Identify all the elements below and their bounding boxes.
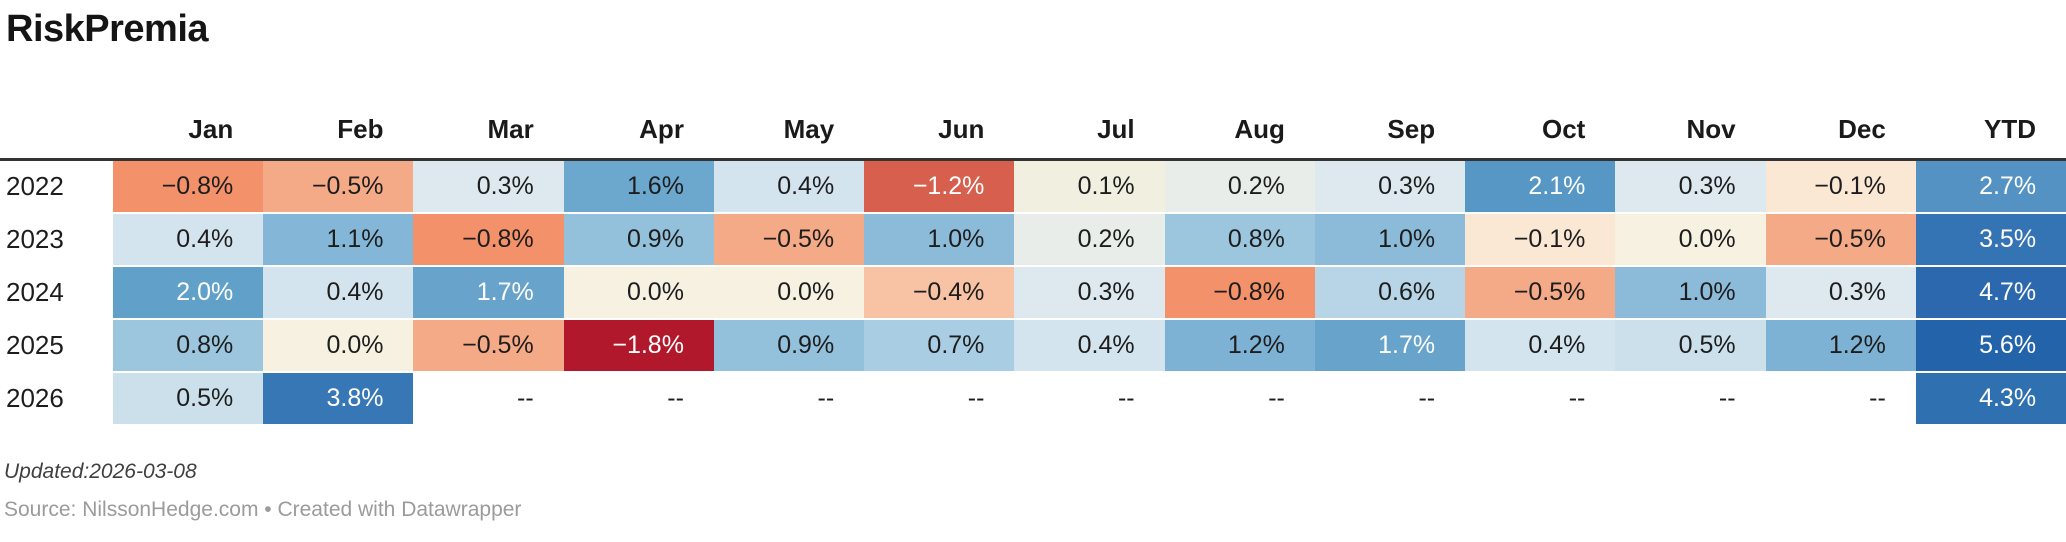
heatmap-cell-2025-sep: 1.7%	[1314, 320, 1466, 371]
column-header-jun: Jun	[938, 114, 985, 144]
heatmap-cell-2023-apr: 0.9%	[563, 214, 714, 265]
column-header-sep: Sep	[1387, 114, 1436, 144]
heatmap-cell-2025-jan: 0.8%	[113, 320, 264, 371]
heatmap-cell-2022-ytd: 2.7%	[1915, 161, 2066, 212]
heatmap-cell-2022-nov: 0.3%	[1615, 161, 1766, 212]
heatmap-cell-2023-jan: 0.4%	[113, 214, 264, 265]
column-header-may: May	[783, 114, 835, 144]
column-header-dec: Dec	[1838, 114, 1886, 144]
heatmap-cell-2026-apr: --	[563, 373, 714, 424]
heatmap-cell-2022-jun: −1.2%	[864, 161, 1015, 212]
column-header-aug: Aug	[1234, 114, 1285, 144]
heatmap-cell-2024-dec: 0.3%	[1765, 267, 1916, 318]
heatmap-cell-2025-jul: 0.4%	[1014, 320, 1165, 371]
table-header-row: Jan Feb Mar Apr May Jun Jul Aug Sep Oct Nov Dec YTD	[0, 101, 2066, 161]
heatmap-cell-2026-jun: --	[864, 373, 1015, 424]
heatmap-cell-2022-sep: 0.3%	[1314, 161, 1466, 212]
heatmap-cell-2026-mar: --	[413, 373, 564, 424]
heatmap-cell-2024-may: 0.0%	[713, 267, 865, 318]
table-row-2023: 2023 0.4% 1.1% −0.8% 0.9% −0.5% 1.0% 0.2% 0.8% 1.…	[0, 214, 2066, 267]
heatmap-cell-2024-apr: 0.0%	[563, 267, 714, 318]
row-label-2025: 2025	[0, 320, 113, 371]
heatmap-cell-2025-may: 0.9%	[713, 320, 865, 371]
heatmap-cell-2024-oct: −0.5%	[1465, 267, 1616, 318]
row-label-2022: 2022	[0, 161, 113, 212]
heatmap-cell-2025-jun: 0.7%	[864, 320, 1015, 371]
heatmap-cell-2025-dec: 1.2%	[1765, 320, 1916, 371]
heatmap-cell-2025-aug: 1.2%	[1164, 320, 1315, 371]
table-row-2025: 2025 0.8% 0.0% −0.5% −1.8% 0.9% 0.7% 0.4% 1.2% 1.…	[0, 320, 2066, 373]
heatmap-cell-2024-jul: 0.3%	[1014, 267, 1165, 318]
column-header-mar: Mar	[487, 114, 534, 144]
table-body: 2022 −0.8% −0.5% 0.3% 1.6% 0.4% −1.2% 0.1% 0.2% 0…	[0, 161, 2066, 426]
heatmap-cell-2025-nov: 0.5%	[1615, 320, 1766, 371]
table-row-2026: 2026 0.5% 3.8% -- -- -- -- -- -- -- -- -- -- 4.3%	[0, 373, 2066, 426]
heatmap-cell-2023-jun: 1.0%	[864, 214, 1015, 265]
column-header-apr: Apr	[639, 114, 684, 144]
row-label-2023: 2023	[0, 214, 113, 265]
heatmap-cell-2022-feb: −0.5%	[263, 161, 414, 212]
row-label-2024: 2024	[0, 267, 113, 318]
column-header-feb: Feb	[337, 114, 384, 144]
heatmap-cell-2026-nov: --	[1615, 373, 1766, 424]
table-row-2022: 2022 −0.8% −0.5% 0.3% 1.6% 0.4% −1.2% 0.1% 0.2% 0…	[0, 161, 2066, 214]
heatmap-cell-2024-jan: 2.0%	[113, 267, 264, 318]
heatmap-cell-2023-dec: −0.5%	[1765, 214, 1916, 265]
heatmap-cell-2023-sep: 1.0%	[1314, 214, 1466, 265]
heatmap-cell-2024-mar: 1.7%	[413, 267, 564, 318]
heatmap-cell-2022-oct: 2.1%	[1465, 161, 1616, 212]
heatmap-table: Jan Feb Mar Apr May Jun Jul Aug Sep Oct Nov Dec YTD …	[0, 101, 2066, 426]
heatmap-cell-2026-jan: 0.5%	[113, 373, 264, 424]
heatmap-cell-2023-feb: 1.1%	[263, 214, 414, 265]
heatmap-cell-2024-sep: 0.6%	[1314, 267, 1466, 318]
column-header-oct: Oct	[1542, 114, 1586, 144]
heatmap-cell-2026-may: --	[713, 373, 865, 424]
heatmap-cell-2026-ytd: 4.3%	[1915, 373, 2066, 424]
heatmap-cell-2025-mar: −0.5%	[413, 320, 564, 371]
row-label-2026: 2026	[0, 373, 113, 424]
heatmap-cell-2024-ytd: 4.7%	[1915, 267, 2066, 318]
table-row-2024: 2024 2.0% 0.4% 1.7% 0.0% 0.0% −0.4% 0.3% −0.8% 0.…	[0, 267, 2066, 320]
riskpremia-chart: RiskPremia Jan Feb Mar Apr May Jun Jul Aug Sep Oc…	[0, 8, 2066, 542]
heatmap-cell-2024-jun: −0.4%	[864, 267, 1015, 318]
heatmap-cell-2022-apr: 1.6%	[563, 161, 714, 212]
heatmap-cell-2022-jul: 0.1%	[1014, 161, 1165, 212]
column-header-nov: Nov	[1686, 114, 1736, 144]
updated-note: Updated:2026-03-08	[4, 460, 197, 483]
heatmap-cell-2026-dec: --	[1765, 373, 1916, 424]
heatmap-cell-2024-aug: −0.8%	[1164, 267, 1315, 318]
heatmap-cell-2023-nov: 0.0%	[1615, 214, 1766, 265]
heatmap-cell-2025-oct: 0.4%	[1465, 320, 1616, 371]
column-header-ytd: YTD	[1984, 114, 2037, 144]
heatmap-cell-2022-jan: −0.8%	[113, 161, 264, 212]
column-header-jan: Jan	[188, 114, 234, 144]
heatmap-cell-2026-sep: --	[1314, 373, 1466, 424]
heatmap-cell-2023-may: −0.5%	[713, 214, 865, 265]
heatmap-cell-2022-mar: 0.3%	[413, 161, 564, 212]
heatmap-cell-2022-dec: −0.1%	[1765, 161, 1916, 212]
heatmap-cell-2025-feb: 0.0%	[263, 320, 414, 371]
column-header-jul: Jul	[1097, 114, 1135, 144]
heatmap-cell-2026-oct: --	[1465, 373, 1616, 424]
heatmap-cell-2024-feb: 0.4%	[263, 267, 414, 318]
heatmap-cell-2023-mar: −0.8%	[413, 214, 564, 265]
heatmap-cell-2024-nov: 1.0%	[1615, 267, 1766, 318]
heatmap-cell-2025-ytd: 5.6%	[1915, 320, 2066, 371]
heatmap-cell-2022-may: 0.4%	[713, 161, 865, 212]
page-title: RiskPremia	[6, 8, 209, 50]
source-line: Source: NilssonHedge.com • Created with …	[4, 498, 522, 521]
heatmap-cell-2023-oct: −0.1%	[1465, 214, 1616, 265]
heatmap-cell-2026-jul: --	[1014, 373, 1165, 424]
heatmap-cell-2023-ytd: 3.5%	[1915, 214, 2066, 265]
heatmap-cell-2023-aug: 0.8%	[1164, 214, 1315, 265]
heatmap-cell-2026-feb: 3.8%	[263, 373, 414, 424]
heatmap-cell-2025-apr: −1.8%	[563, 320, 714, 371]
heatmap-cell-2022-aug: 0.2%	[1164, 161, 1315, 212]
heatmap-cell-2026-aug: --	[1164, 373, 1315, 424]
heatmap-cell-2023-jul: 0.2%	[1014, 214, 1165, 265]
